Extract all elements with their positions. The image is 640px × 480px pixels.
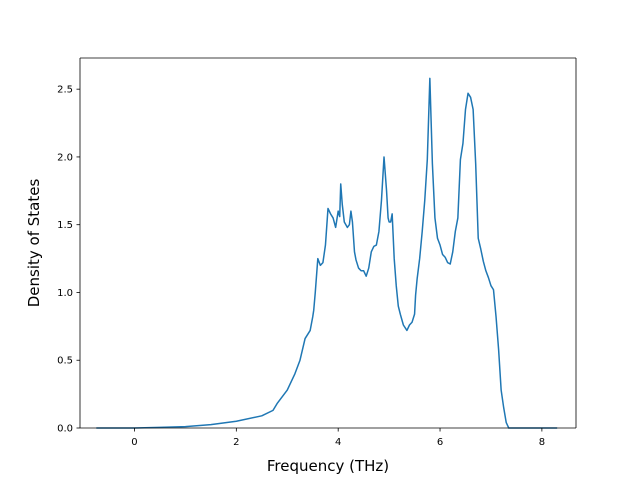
x-tick-label: 6 [437, 437, 443, 448]
x-tick-label: 8 [539, 437, 545, 448]
x-tick-label: 4 [335, 437, 341, 448]
y-tick-label: 0.5 [57, 356, 73, 367]
y-tick-label: 1.5 [57, 220, 73, 231]
y-axis-label: Density of States [25, 179, 43, 308]
y-tick-label: 2.5 [57, 85, 73, 96]
series-layer [96, 77, 558, 429]
y-tick-label: 2.0 [57, 152, 73, 163]
plot-area [79, 57, 577, 429]
series-line-0 [96, 77, 558, 429]
plot-frame [80, 58, 576, 428]
x-tick-label: 0 [131, 437, 137, 448]
y-axis-ticks: 0.0 0.5 1.0 1.5 2.0 2.5 [57, 85, 80, 435]
y-tick-label: 0.0 [57, 424, 73, 435]
x-axis-label: Frequency (THz) [267, 457, 389, 475]
y-tick-label: 1.0 [57, 288, 73, 299]
x-axis-ticks: 0 2 4 6 8 [131, 428, 545, 448]
x-tick-label: 2 [233, 437, 239, 448]
